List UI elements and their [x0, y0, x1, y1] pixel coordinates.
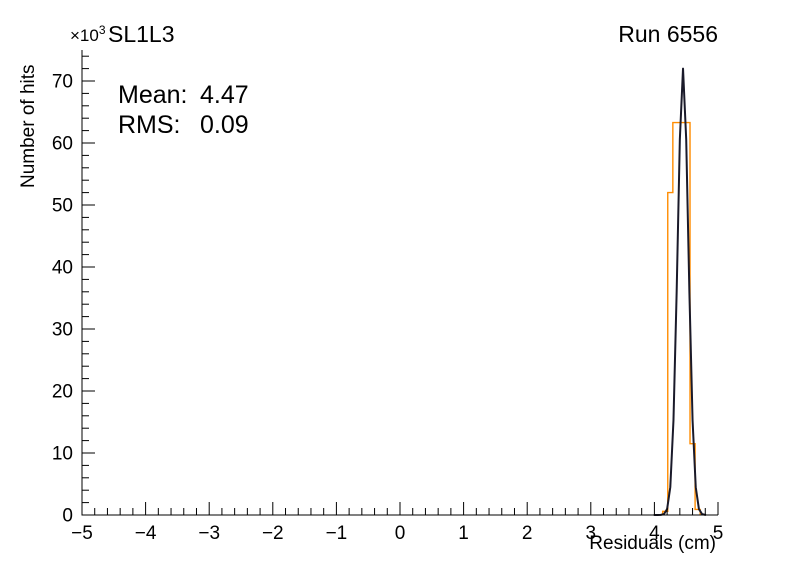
x-tick-label: −2	[262, 523, 284, 544]
x-tick-label: 5	[713, 523, 724, 544]
plot-title: SL1L3	[108, 21, 175, 47]
y-axis-multiplier: ×103	[70, 23, 106, 45]
gaussian-fit	[653, 67, 707, 516]
x-tick-label: 0	[395, 523, 406, 544]
y-tick-label: 20	[52, 382, 73, 403]
y-tick-label: 50	[52, 196, 73, 217]
run-label: Run 6556	[618, 21, 718, 47]
y-axis-title: Number of hits	[18, 64, 39, 188]
x-tick-label: 2	[522, 523, 533, 544]
x-tick-label: −3	[198, 523, 220, 544]
y-tick-label: 60	[52, 134, 73, 155]
x-tick-label: −4	[135, 523, 157, 544]
y-tick-label: 70	[52, 72, 73, 93]
y-tick-label: 10	[52, 444, 73, 465]
x-tick-label: 4	[649, 523, 660, 544]
series-layer	[653, 67, 707, 516]
x-tick-label: −5	[71, 523, 93, 544]
x-axis-title: Residuals (cm)	[589, 533, 716, 554]
y-tick-label: 40	[52, 258, 73, 279]
x-tick-label: 1	[458, 523, 469, 544]
x-tick-label: −1	[326, 523, 348, 544]
y-tick-label: 0	[62, 506, 73, 527]
y-tick-label: 30	[52, 320, 73, 341]
stats-rms: RMS: 0.09	[118, 111, 249, 139]
x-tick-label: 3	[586, 523, 597, 544]
stats-mean: Mean: 4.47	[118, 81, 249, 109]
